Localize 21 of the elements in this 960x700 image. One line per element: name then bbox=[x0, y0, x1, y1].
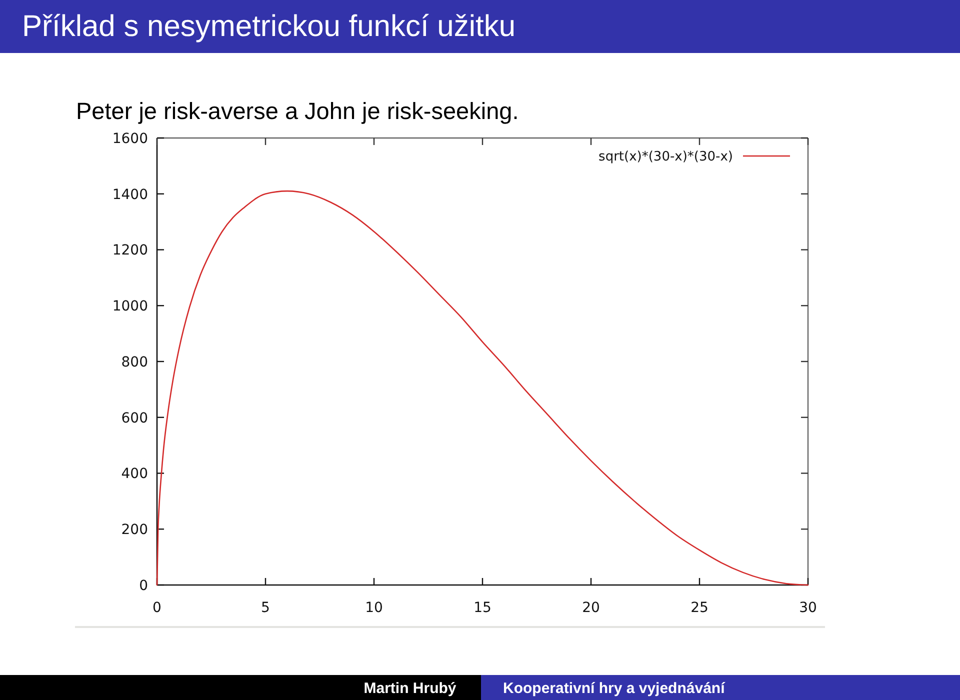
x-tick-label: 30 bbox=[799, 600, 817, 616]
y-tick-label: 800 bbox=[121, 354, 148, 370]
legend-label: sqrt(x)*(30-x)*(30-x) bbox=[598, 150, 733, 165]
x-tick-label: 25 bbox=[690, 600, 708, 616]
y-tick-label: 1000 bbox=[112, 298, 148, 315]
chart-title: Příklad s nesymetrickou funkcí užitku bbox=[22, 10, 516, 43]
y-tick-label: 200 bbox=[121, 522, 148, 538]
y-tick-label: 0 bbox=[139, 578, 148, 594]
chart-subtitle: Peter je risk-averse a John je risk-seeking. bbox=[76, 98, 519, 124]
y-tick-label: 400 bbox=[121, 466, 148, 482]
x-tick-label: 15 bbox=[474, 600, 492, 616]
x-tick-label: 20 bbox=[582, 600, 600, 616]
y-tick-label: 1400 bbox=[112, 186, 148, 203]
text: Kooperativní hry a vyjednávání bbox=[503, 680, 726, 697]
y-tick-label: 1600 bbox=[112, 130, 148, 147]
x-tick-label: 5 bbox=[261, 600, 270, 616]
x-tick-label: 10 bbox=[365, 600, 383, 616]
x-tick-label: 0 bbox=[152, 600, 162, 616]
text: Martin Hrubý bbox=[364, 680, 457, 697]
y-tick-label: 1200 bbox=[112, 242, 148, 259]
y-tick-label: 600 bbox=[121, 410, 148, 426]
